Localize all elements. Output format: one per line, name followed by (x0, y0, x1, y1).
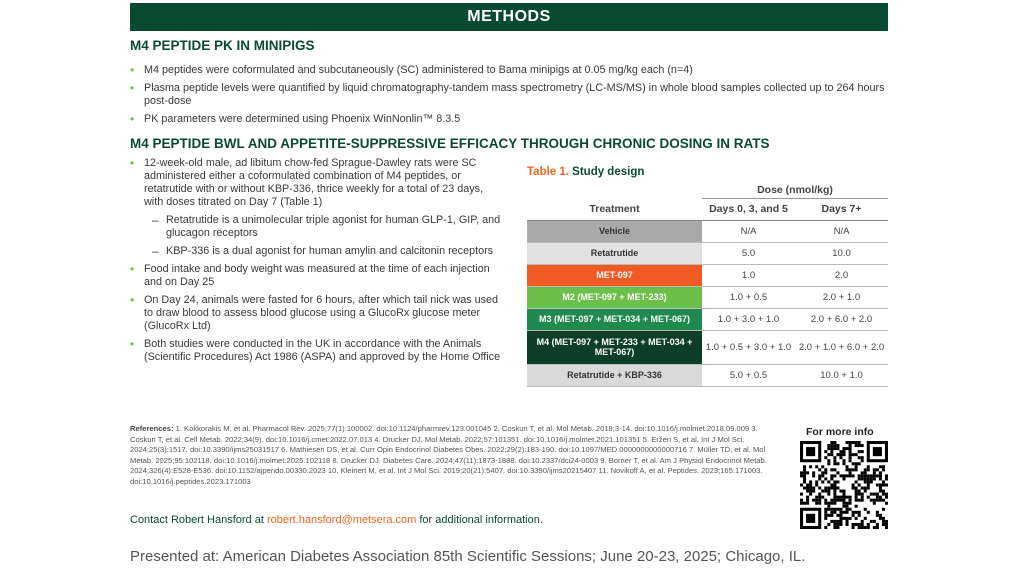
methods-header: METHODS (130, 3, 888, 31)
dose-cell: 1.0 + 0.5 + 3.0 + 1.0 (702, 330, 795, 365)
bullet: On Day 24, animals were fasted for 6 hou… (130, 294, 505, 333)
dose-cell: 10.0 (795, 242, 888, 265)
table-row: Vehicle N/A N/A (527, 220, 888, 243)
qr-label: For more info (806, 426, 874, 438)
bullet: 12-week-old male, ad libitum chow-fed Sp… (130, 157, 505, 209)
bullet: PK parameters were determined using Phoe… (130, 113, 888, 126)
bullet: Both studies were conducted in the UK in… (130, 338, 505, 364)
col-treatment: Treatment (589, 202, 640, 215)
treatment-cell: MET-097 (527, 264, 702, 287)
table-row: MET-097 1.0 2.0 (527, 264, 888, 287)
treatment-cell: Retatrutide + KBP-336 (527, 364, 702, 387)
dose-cell: 5.0 (702, 242, 795, 265)
dose-cell: 2.0 + 6.0 + 2.0 (795, 308, 888, 331)
table-caption: Table 1. Study design (527, 166, 645, 178)
col-days-a: Days 0, 3, and 5 (709, 203, 788, 215)
dose-cell: N/A (702, 220, 795, 243)
bullet: M4 peptides were coformulated and subcut… (130, 64, 888, 77)
treatment-cell: M3 (MET-097 + MET-034 + MET-067) (527, 308, 702, 331)
section2-title: M4 PEPTIDE BWL AND APPETITE-SUPPRESSIVE … (130, 136, 770, 151)
section2-bullets: 12-week-old male, ad libitum chow-fed Sp… (130, 157, 505, 369)
dose-cell: 1.0 (702, 264, 795, 287)
sub-bullet: KBP-336 is a dual agonist for human amyl… (130, 245, 505, 258)
treatment-cell: Retatrutide (527, 242, 702, 265)
qr-code[interactable] (800, 441, 888, 529)
table-row: M2 (MET-097 + MET-233) 1.0 + 0.5 2.0 + 1.0 (527, 286, 888, 309)
contact-email-link[interactable]: robert.hansford@metsera.com (266, 514, 417, 526)
dose-cell: 2.0 + 1.0 + 6.0 + 2.0 (795, 330, 888, 365)
table-row: Retatrutide + KBP-336 5.0 + 0.5 10.0 + 1.0 (527, 364, 888, 387)
col-days-b: Days 7+ (821, 203, 862, 215)
dose-cell: 1.0 + 0.5 (702, 286, 795, 309)
table-row: M4 (MET-097 + MET-233 + MET-034 + MET-06… (527, 330, 888, 365)
treatment-cell: Vehicle (527, 220, 702, 243)
bullet: Food intake and body weight was measured… (130, 263, 505, 289)
study-design-table: Dose (nmol/kg) Treatment Days 0, 3, and 5… (527, 176, 888, 387)
sub-bullet: Retatrutide is a unimolecular triple ago… (130, 214, 505, 240)
dose-cell: 10.0 + 1.0 (795, 364, 888, 387)
references: References: 1. Kokkorakis M, et al. Phar… (130, 424, 767, 486)
dose-cell: N/A (795, 220, 888, 243)
dose-cell: 2.0 + 1.0 (795, 286, 888, 309)
bullet: Plasma peptide levels were quantified by… (130, 82, 888, 108)
dose-cell: 2.0 (795, 264, 888, 287)
section1-bullets: M4 peptides were coformulated and subcut… (130, 64, 888, 131)
contact-line: Contact Robert Hansford at robert.hansfo… (130, 514, 543, 526)
table-row: M3 (MET-097 + MET-034 + MET-067) 1.0 + 3.… (527, 308, 888, 331)
dose-cell: 1.0 + 3.0 + 1.0 (702, 308, 795, 331)
presented-at: Presented at: American Diabetes Associat… (130, 548, 806, 565)
treatment-cell: M2 (MET-097 + MET-233) (527, 286, 702, 309)
table-row: Retatrutide 5.0 10.0 (527, 242, 888, 265)
dose-header: Dose (nmol/kg) (702, 176, 888, 199)
treatment-cell: M4 (MET-097 + MET-233 + MET-034 + MET-06… (527, 330, 702, 365)
dose-cell: 5.0 + 0.5 (702, 364, 795, 387)
section1-title: M4 PEPTIDE PK IN MINIPIGS (130, 38, 315, 53)
